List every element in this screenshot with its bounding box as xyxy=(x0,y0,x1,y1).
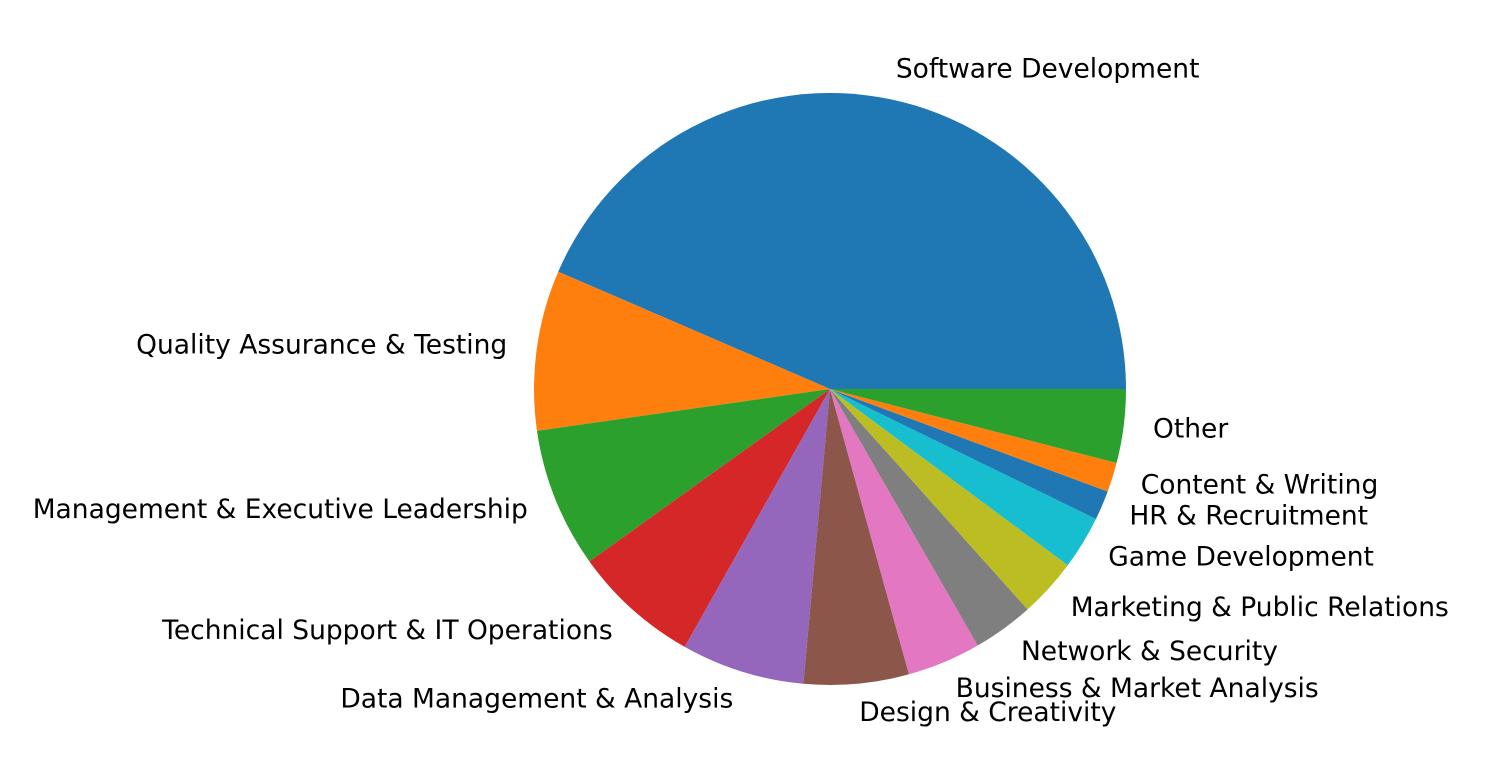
pie-slice-data-management-and-analysis xyxy=(684,389,830,684)
pie-slice-business-and-market-analysis xyxy=(830,389,978,675)
pie-slice-hr-and-recruitment xyxy=(830,389,1108,519)
pie-labels: Software Development Quality Assurance & … xyxy=(33,54,1449,728)
slice-label-data-management-and-analysis: Data Management & Analysis xyxy=(340,683,733,714)
slice-label-technical-support-and-it-operations: Technical Support & IT Operations xyxy=(161,615,613,646)
pie-slice-network-and-security xyxy=(830,389,1028,646)
slice-label-management-and-executive-leadership: Management & Executive Leadership xyxy=(33,494,528,525)
pie-slice-other xyxy=(830,389,1126,463)
slice-label-business-and-market-analysis: Business & Market Analysis xyxy=(956,673,1319,704)
slice-label-network-and-security: Network & Security xyxy=(1021,636,1278,667)
slice-label-other: Other xyxy=(1153,414,1228,445)
pie-slices xyxy=(534,92,1126,686)
slice-label-content-and-writing: Content & Writing xyxy=(1141,470,1379,501)
pie-slice-technical-support-and-it-operations xyxy=(589,389,830,647)
pie-slice-management-and-executive-leadership xyxy=(536,389,830,562)
slice-label-software-development: Software Development xyxy=(896,54,1200,85)
pie-slice-design-and-creativity xyxy=(803,389,909,686)
pie-slice-content-and-writing xyxy=(830,389,1117,492)
slice-label-marketing-and-public-relations: Marketing & Public Relations xyxy=(1071,592,1449,623)
slice-label-hr-and-recruitment: HR & Recruitment xyxy=(1129,501,1368,532)
slice-label-design-and-creativity: Design & Creativity xyxy=(859,697,1116,728)
pie-slice-game-development xyxy=(830,389,1096,566)
slice-label-game-development: Game Development xyxy=(1108,542,1374,573)
pie-slice-software-development xyxy=(558,92,1126,389)
pie-slice-marketing-and-public-relations xyxy=(830,389,1068,610)
slice-label-quality-assurance-and-testing: Quality Assurance & Testing xyxy=(136,329,507,360)
pie-slice-quality-assurance-and-testing xyxy=(534,271,830,431)
